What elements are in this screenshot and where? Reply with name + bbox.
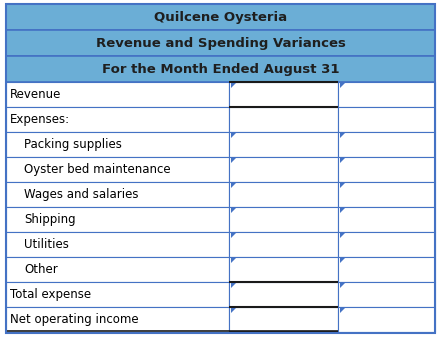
Bar xyxy=(338,207,435,232)
Bar xyxy=(338,157,435,182)
Polygon shape xyxy=(340,308,345,313)
Bar xyxy=(338,82,435,107)
Bar xyxy=(6,107,229,132)
Text: Wages and salaries: Wages and salaries xyxy=(24,188,138,201)
Bar xyxy=(6,207,229,232)
Polygon shape xyxy=(340,208,345,213)
Bar xyxy=(229,257,338,282)
Bar xyxy=(338,107,435,132)
Polygon shape xyxy=(340,83,345,88)
Bar xyxy=(6,257,229,282)
Text: Revenue: Revenue xyxy=(10,88,61,101)
Polygon shape xyxy=(231,233,236,238)
Bar xyxy=(338,132,435,157)
Text: For the Month Ended August 31: For the Month Ended August 31 xyxy=(102,62,339,75)
Text: Net operating income: Net operating income xyxy=(10,313,138,326)
Polygon shape xyxy=(231,158,236,163)
Text: Utilities: Utilities xyxy=(24,238,69,251)
Text: Other: Other xyxy=(24,263,58,276)
Bar xyxy=(229,157,338,182)
Bar xyxy=(338,232,435,257)
Bar xyxy=(229,282,338,307)
Bar xyxy=(338,257,435,282)
Polygon shape xyxy=(231,308,236,313)
Bar xyxy=(229,207,338,232)
Bar xyxy=(6,282,229,307)
Polygon shape xyxy=(231,283,236,288)
Bar xyxy=(6,232,229,257)
Text: Oyster bed maintenance: Oyster bed maintenance xyxy=(24,163,171,176)
Text: Expenses:: Expenses: xyxy=(10,113,70,126)
Bar xyxy=(6,132,229,157)
Polygon shape xyxy=(231,258,236,263)
Bar xyxy=(6,30,435,56)
Bar xyxy=(229,307,338,332)
Polygon shape xyxy=(231,83,236,88)
Bar xyxy=(338,282,435,307)
Bar xyxy=(6,307,229,332)
Polygon shape xyxy=(231,183,236,188)
Polygon shape xyxy=(340,133,345,138)
Text: Revenue and Spending Variances: Revenue and Spending Variances xyxy=(96,36,345,50)
Bar xyxy=(229,107,338,132)
Text: Quilcene Oysteria: Quilcene Oysteria xyxy=(154,10,287,24)
Polygon shape xyxy=(231,208,236,213)
Bar xyxy=(338,182,435,207)
Text: Total expense: Total expense xyxy=(10,288,91,301)
Bar xyxy=(338,307,435,332)
Polygon shape xyxy=(340,258,345,263)
Bar xyxy=(229,182,338,207)
Bar xyxy=(6,56,435,82)
Text: Shipping: Shipping xyxy=(24,213,75,226)
Polygon shape xyxy=(340,183,345,188)
Bar xyxy=(229,82,338,107)
Bar xyxy=(6,82,229,107)
Text: Packing supplies: Packing supplies xyxy=(24,138,122,151)
Bar xyxy=(6,157,229,182)
Polygon shape xyxy=(340,283,345,288)
Polygon shape xyxy=(340,158,345,163)
Bar xyxy=(6,4,435,30)
Bar xyxy=(229,232,338,257)
Bar xyxy=(6,182,229,207)
Polygon shape xyxy=(231,133,236,138)
Bar xyxy=(229,132,338,157)
Polygon shape xyxy=(340,233,345,238)
